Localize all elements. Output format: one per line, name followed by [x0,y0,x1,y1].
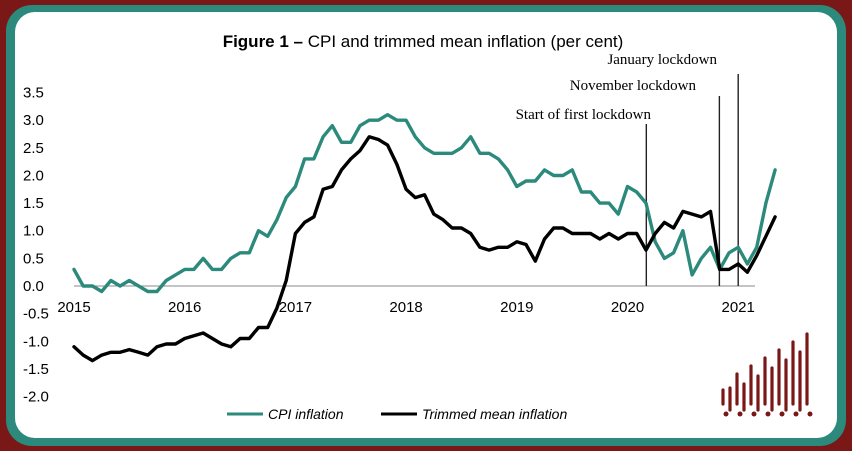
logo-dot [751,411,757,417]
x-tick-label: 2019 [500,299,533,316]
annotations-group: Start of first lockdown November lockdown… [516,52,739,286]
annotation-label: November lockdown [570,78,697,94]
logo-dot [807,411,813,417]
chart-svg: Figure 1 – CPI and trimmed mean inflatio… [23,32,813,422]
annotation-label: January lockdown [607,52,717,68]
x-tick-label: 2017 [279,299,312,316]
bars-logo [721,332,813,417]
y-tick-label: 0.5 [23,250,44,267]
y-tick-label: 1.5 [23,195,44,212]
series-group [72,112,777,363]
y-tick-label: 3.0 [23,112,44,129]
y-tick-label: 0.0 [23,278,44,295]
chart-title: Figure 1 – CPI and trimmed mean inflatio… [223,32,624,51]
x-tick-label: 2020 [611,299,644,316]
chart-title-bold: Figure 1 – [223,32,303,51]
logo-dot [765,411,771,417]
y-tick-label: -0.5 [23,306,49,323]
x-tick-label: 2018 [389,299,422,316]
annotation-label: Start of first lockdown [516,107,652,123]
y-tick-label: -1.0 [23,333,49,350]
y-tick-label: 3.5 [23,85,44,102]
logo-dot [793,411,799,417]
legend-label-trimmed: Trimmed mean inflation [422,406,567,422]
x-tick-label: 2016 [168,299,201,316]
y-tick-label: -2.0 [23,389,49,406]
chart-title-rest: CPI and trimmed mean inflation (per cent… [303,32,623,51]
logo-dot [737,411,743,417]
series-line-cpi [72,112,777,294]
series-line-trimmed-mean [72,135,777,363]
legend-label-cpi: CPI inflation [268,406,344,422]
y-tick-label: 2.0 [23,167,44,184]
x-tick-label: 2021 [722,299,755,316]
y-tick-label: 2.5 [23,140,44,157]
x-tick-label: 2015 [57,299,90,316]
logo-dot [723,411,729,417]
y-tick-label: -1.5 [23,361,49,378]
chart-panel: Figure 1 – CPI and trimmed mean inflatio… [15,12,837,438]
axes-group: 3.5 3.0 2.5 2.0 1.5 1.0 0.5 0.0 -0.5 -1.0 -1.5 -2.0… [23,85,755,406]
logo-dot [779,411,785,417]
legend: CPI inflation Trimmed mean inflation [227,406,567,422]
y-tick-label: 1.0 [23,223,44,240]
